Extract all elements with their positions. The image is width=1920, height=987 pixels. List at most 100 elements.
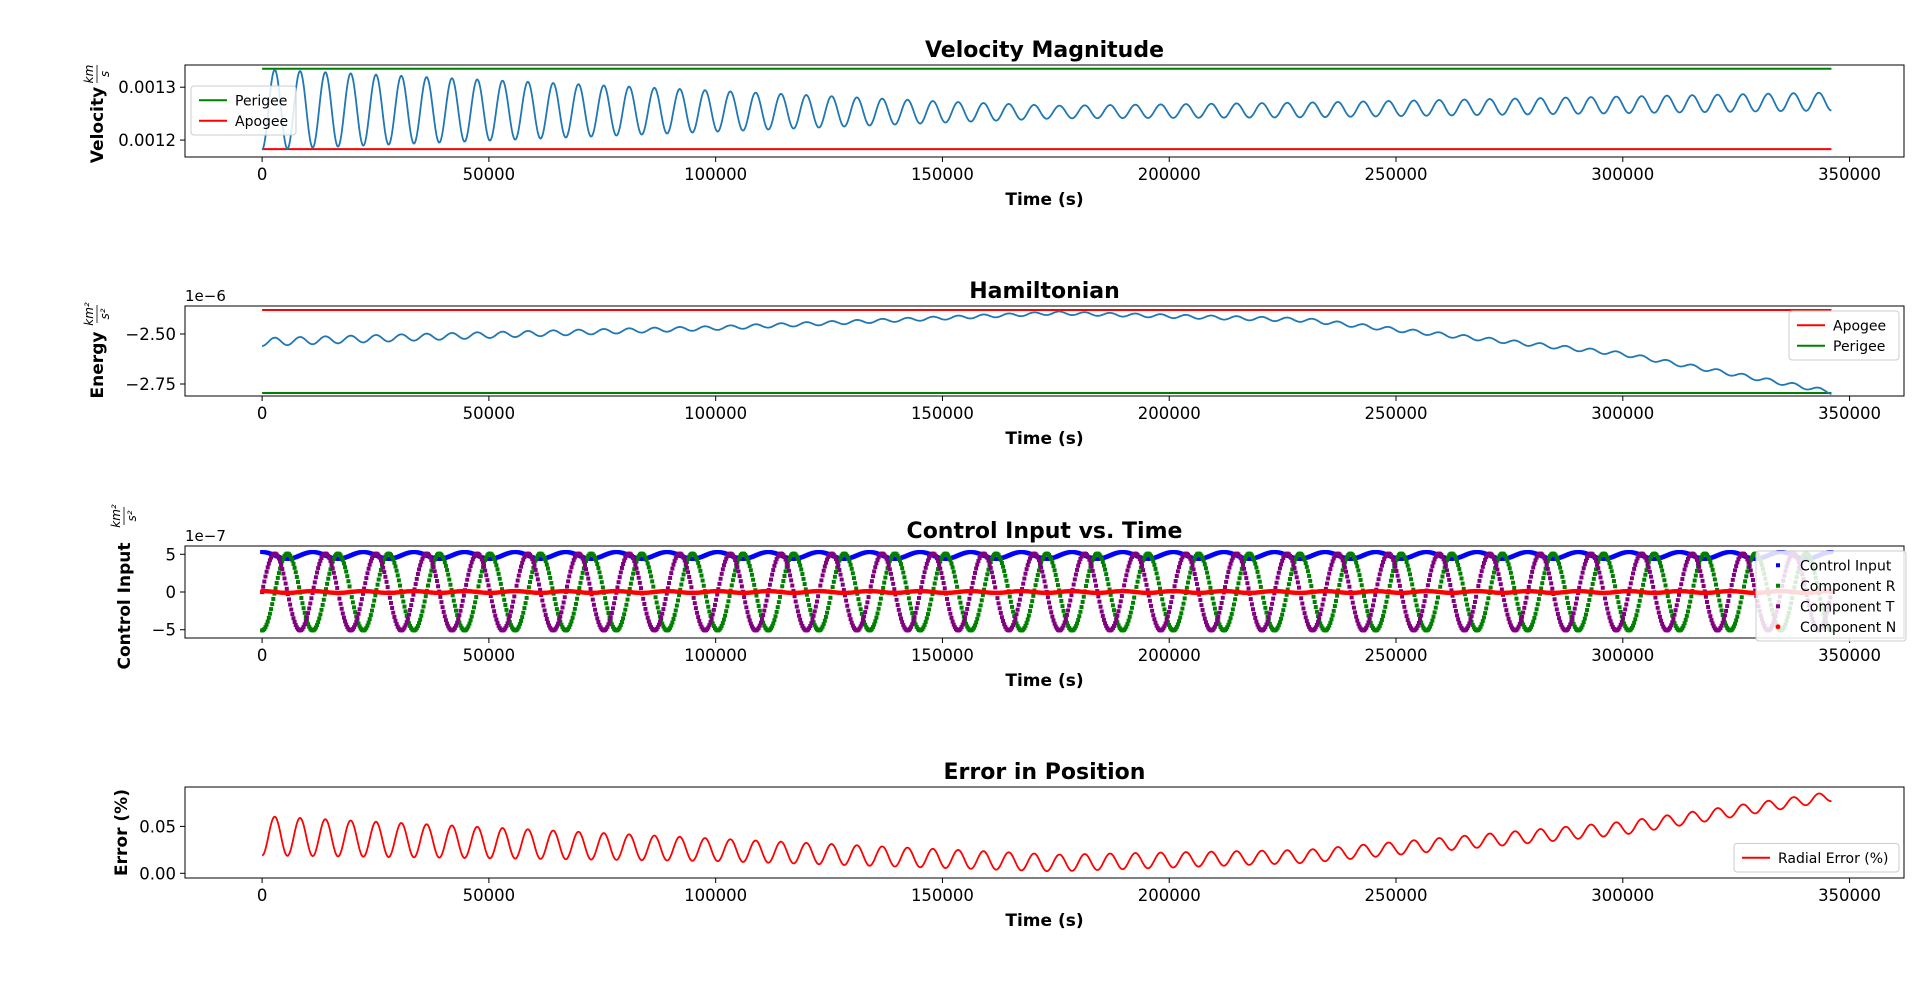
scatter-point (723, 614, 727, 618)
scatter-point (317, 616, 321, 620)
scatter-point (832, 580, 836, 584)
scatter-point (1666, 594, 1670, 598)
scatter-point (1064, 617, 1068, 621)
scatter-point (1072, 583, 1076, 587)
scatter-point (1512, 586, 1516, 590)
scatter-point (761, 613, 765, 617)
scatter-point (898, 612, 902, 616)
scatter-point (294, 570, 298, 574)
scatter-point (992, 580, 996, 584)
scatter-point (1073, 577, 1077, 581)
scatter-point (339, 602, 343, 606)
scatter-point (721, 567, 725, 571)
scatter-point (1454, 609, 1458, 613)
scatter-point (1428, 573, 1432, 577)
scatter-point (1511, 581, 1515, 585)
scatter-point (315, 571, 319, 575)
scatter-point (645, 612, 649, 616)
scatter-point (1647, 566, 1651, 570)
scatter-point (405, 620, 409, 624)
scatter-point (1566, 601, 1570, 605)
scatter-point (664, 597, 668, 601)
scatter-point (639, 586, 643, 590)
scatter-point (309, 596, 313, 600)
scatter-point (1631, 571, 1635, 575)
scatter-point (1000, 561, 1004, 565)
scatter-point (1236, 581, 1240, 585)
scatter-point (849, 617, 853, 621)
scatter-point (418, 618, 422, 622)
scatter-point (1127, 564, 1131, 568)
scatter-point (1120, 594, 1124, 598)
scatter-point (1134, 585, 1138, 589)
scatter-point (1426, 583, 1430, 587)
scatter-point (1531, 566, 1535, 570)
scatter-point (617, 580, 621, 584)
scatter-point (863, 610, 867, 614)
scatter-point (1607, 615, 1611, 619)
scatter-point (1447, 578, 1451, 582)
scatter-point (1536, 602, 1540, 606)
scatter-point (446, 573, 450, 577)
scatter-point (846, 609, 850, 613)
scatter-point (424, 594, 428, 598)
scatter-point (1304, 561, 1308, 565)
scatter-point (436, 584, 440, 588)
scatter-point (1177, 619, 1181, 623)
scatter-point (1176, 569, 1180, 573)
scatter-point (577, 586, 581, 590)
scatter-point (1137, 575, 1141, 579)
scatter-point (1068, 598, 1072, 602)
scatter-point (798, 618, 802, 622)
scatter-point (694, 606, 698, 610)
scatter-point (1535, 607, 1539, 611)
scatter-point (833, 575, 837, 579)
scatter-point (1244, 576, 1248, 580)
scatter-point (1448, 583, 1452, 587)
x-tick-label: 0 (257, 404, 268, 423)
scatter-point (1414, 598, 1418, 602)
scatter-point (1416, 608, 1420, 612)
scatter-point (760, 617, 764, 621)
scatter-point (1687, 605, 1691, 609)
x-tick-label: 200000 (1138, 404, 1201, 423)
scatter-point (724, 609, 728, 613)
scatter-point (983, 582, 987, 586)
scatter-point (1139, 560, 1143, 564)
scatter-point (491, 604, 495, 608)
scatter-point (667, 581, 671, 585)
scatter-point (409, 603, 413, 607)
scatter-point (1517, 607, 1521, 611)
scatter-point (877, 607, 881, 611)
scatter-point (1499, 582, 1503, 586)
scatter-point (452, 599, 456, 603)
scatter-point (795, 605, 799, 609)
scatter-point (1570, 616, 1574, 620)
scatter-point (1136, 580, 1140, 584)
scatter-point (812, 614, 816, 618)
chart-title: Hamiltonian (969, 279, 1120, 304)
scatter-point (1340, 573, 1344, 577)
scatter-point (1604, 602, 1608, 606)
scatter-point (1401, 600, 1405, 604)
x-axis-label: Time (s) (1005, 429, 1083, 449)
scatter-point (771, 568, 775, 572)
scatter-point (1187, 575, 1191, 579)
scatter-point (1119, 599, 1123, 603)
scatter-point (1714, 583, 1718, 587)
scatter-point (371, 604, 375, 608)
scatter-point (1239, 571, 1243, 575)
scatter-point (262, 580, 266, 584)
scatter-point (575, 597, 579, 601)
scatter-point (535, 572, 539, 576)
scatter-point (722, 563, 726, 567)
scatter-point (1266, 619, 1270, 623)
scatter-point (909, 606, 913, 610)
scatter-point (1347, 585, 1351, 589)
scatter-point (1106, 582, 1110, 586)
scatter-point (1632, 621, 1636, 625)
scatter-point (1074, 572, 1078, 576)
scatter-point (547, 571, 551, 575)
